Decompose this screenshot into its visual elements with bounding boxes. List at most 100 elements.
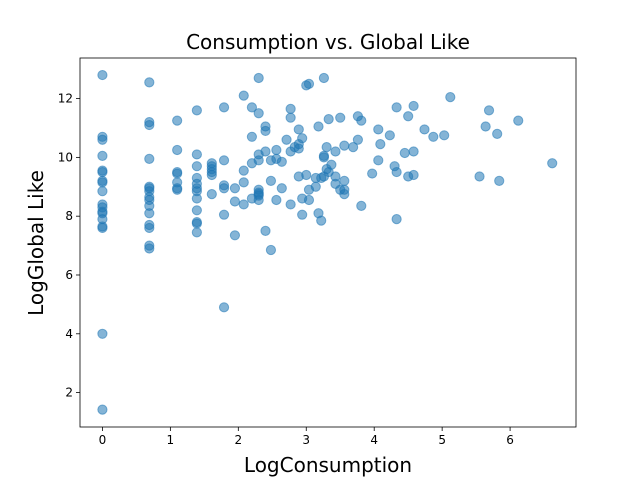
data-point-158: [419, 124, 430, 135]
data-point-108: [297, 209, 308, 220]
data-point-102: [293, 124, 304, 135]
data-point-64: [229, 183, 241, 194]
data-point-97: [285, 103, 296, 114]
data-point-163: [480, 121, 491, 132]
data-point-56: [206, 169, 217, 181]
data-point-104: [293, 143, 304, 154]
data-point-165: [492, 128, 503, 139]
data-point-58: [218, 102, 230, 113]
data-point-67: [238, 90, 249, 101]
data-point-168: [547, 158, 558, 169]
data-point-2: [97, 134, 108, 145]
data-point-137: [339, 189, 350, 200]
data-point-115: [310, 181, 321, 192]
data-point-59: [218, 155, 230, 166]
x-axis-label: LogConsumption: [244, 453, 412, 477]
x-tick-label: 5: [438, 433, 446, 447]
data-point-146: [375, 139, 386, 150]
data-point-21: [144, 153, 155, 164]
data-point-51: [191, 227, 202, 238]
data-point-69: [238, 177, 249, 188]
data-point-143: [367, 168, 378, 179]
y-tick-label: 4: [65, 327, 73, 341]
data-point-159: [428, 131, 439, 142]
data-point-61: [218, 183, 230, 194]
data-point-78: [253, 155, 264, 166]
data-point-160: [439, 130, 450, 141]
data-point-166: [494, 175, 505, 186]
data-point-120: [318, 72, 330, 84]
data-point-145: [373, 155, 384, 166]
data-point-155: [408, 100, 419, 112]
y-tick-label: 10: [58, 150, 73, 164]
data-point-156: [408, 146, 419, 157]
data-point-162: [474, 171, 485, 182]
data-point-8: [97, 186, 108, 197]
plot-area: [80, 58, 576, 427]
data-point-91: [271, 144, 282, 156]
data-point-100: [285, 199, 296, 210]
data-point-129: [330, 146, 341, 157]
y-tick-label: 6: [65, 268, 73, 282]
data-point-106: [297, 133, 308, 144]
data-point-17: [97, 404, 108, 415]
data-point-75: [253, 72, 264, 84]
data-point-149: [391, 102, 402, 113]
data-point-94: [276, 156, 287, 167]
data-point-7: [97, 177, 108, 188]
data-point-57: [206, 189, 217, 200]
data-point-36: [172, 168, 183, 179]
data-point-141: [356, 115, 367, 126]
data-point-164: [483, 105, 495, 116]
data-point-3: [97, 150, 108, 162]
data-point-48: [191, 205, 202, 216]
y-axis-label: LogGlobal Like: [24, 170, 48, 316]
data-point-5: [97, 166, 108, 178]
y-tick-label: 8: [65, 209, 73, 223]
data-point-87: [260, 225, 271, 236]
data-point-157: [408, 169, 419, 181]
data-point-96: [281, 134, 292, 145]
data-point-34: [172, 144, 183, 156]
data-point-116: [313, 121, 324, 132]
data-point-62: [218, 209, 230, 220]
x-tick-label: 4: [370, 433, 378, 447]
data-point-50: [191, 218, 202, 229]
chart-title: Consumption vs. Global Like: [186, 30, 470, 54]
x-tick-label: 3: [302, 433, 310, 447]
data-point-40: [191, 105, 202, 116]
data-point-122: [318, 152, 330, 163]
data-point-124: [321, 141, 332, 153]
data-point-85: [260, 125, 271, 137]
data-point-39: [172, 184, 183, 195]
data-point-111: [303, 78, 315, 89]
data-point-20: [144, 119, 155, 131]
x-tick-label: 0: [99, 433, 107, 447]
data-point-30: [144, 222, 155, 234]
data-point-65: [229, 196, 241, 207]
x-axis-ticks: 0 1 2 3 4 5 6: [99, 427, 514, 447]
data-point-16: [97, 328, 108, 339]
data-point-132: [335, 112, 346, 123]
data-point-134: [339, 140, 350, 151]
data-point-28: [144, 208, 155, 219]
data-point-147: [384, 130, 395, 141]
data-point-32: [144, 243, 155, 254]
data-point-93: [271, 194, 282, 206]
x-tick-label: 1: [167, 433, 175, 447]
data-point-140: [352, 134, 363, 145]
data-point-90: [265, 244, 277, 256]
data-point-41: [191, 149, 202, 160]
data-points: [97, 69, 558, 415]
data-point-98: [285, 112, 296, 123]
data-point-142: [356, 200, 367, 211]
data-point-151: [391, 214, 402, 225]
data-point-152: [399, 147, 410, 159]
data-point-126: [323, 114, 334, 125]
data-point-72: [246, 131, 257, 142]
y-tick-label: 2: [65, 386, 73, 400]
data-point-0: [97, 69, 108, 81]
y-tick-label: 12: [58, 92, 73, 106]
data-point-119: [316, 215, 327, 226]
